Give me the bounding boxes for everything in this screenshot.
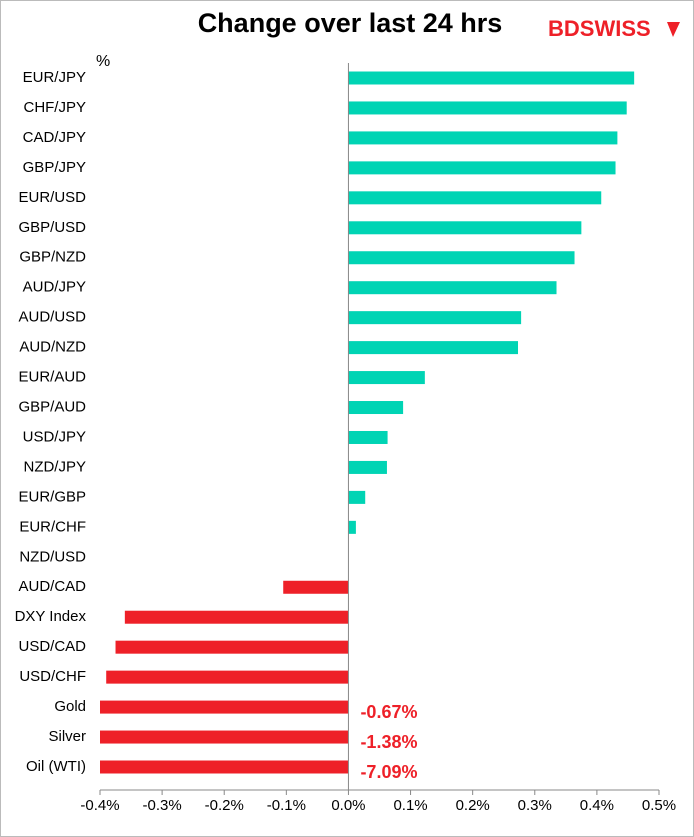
bar xyxy=(348,460,387,474)
y-tick-label: EUR/CHF xyxy=(19,518,86,535)
data-label: -0.67% xyxy=(360,702,417,722)
data-label: -1.38% xyxy=(360,732,417,752)
bar xyxy=(348,490,366,504)
data-label: -7.09% xyxy=(360,762,417,782)
y-tick-label: NZD/JPY xyxy=(23,458,86,475)
y-tick-label: Silver xyxy=(48,728,86,745)
bar xyxy=(100,730,349,744)
plot-area xyxy=(100,71,635,774)
y-tick-label: EUR/AUD xyxy=(18,369,86,386)
y-tick-label: CHF/JPY xyxy=(23,99,86,116)
y-tick-label: GBP/AUD xyxy=(18,398,86,415)
bar xyxy=(348,281,557,295)
y-tick-label: CAD/JPY xyxy=(23,129,86,146)
y-tick-label: Oil (WTI) xyxy=(26,758,86,775)
y-tick-label: USD/CAD xyxy=(18,638,86,655)
logo-icon xyxy=(667,22,680,37)
bar xyxy=(124,610,349,624)
bar xyxy=(348,401,404,415)
y-tick-label: GBP/NZD xyxy=(19,249,86,266)
x-tick-label: 0.5% xyxy=(642,797,676,814)
bar xyxy=(115,640,349,654)
bar xyxy=(348,371,425,385)
bar xyxy=(348,101,627,115)
x-tick-label: 0.4% xyxy=(580,797,614,814)
bar xyxy=(106,670,349,684)
y-tick-label: DXY Index xyxy=(15,608,87,625)
x-tick-label: -0.4% xyxy=(80,797,119,814)
x-tick-label: 0.1% xyxy=(393,797,427,814)
bar xyxy=(348,251,575,265)
y-tick-label: AUD/USD xyxy=(18,309,86,326)
bar xyxy=(348,191,602,205)
y-tick-label: GBP/JPY xyxy=(23,159,86,176)
y-tick-label: EUR/USD xyxy=(18,189,86,206)
bar xyxy=(283,580,349,594)
x-tick-label: 0.2% xyxy=(456,797,490,814)
x-tick-label: -0.2% xyxy=(205,797,244,814)
y-tick-label: NZD/USD xyxy=(19,548,86,565)
bar xyxy=(100,760,349,774)
bar xyxy=(348,131,618,145)
y-tick-label: EUR/JPY xyxy=(23,69,86,86)
y-tick-label: AUD/CAD xyxy=(18,578,86,595)
bar xyxy=(348,430,388,444)
y-tick-label: AUD/NZD xyxy=(19,339,86,356)
x-tick-label: -0.1% xyxy=(267,797,306,814)
y-tick-label: Gold xyxy=(54,698,86,715)
bar xyxy=(348,221,582,235)
y-tick-label: EUR/GBP xyxy=(18,488,86,505)
bar xyxy=(348,71,635,85)
y-tick-label: AUD/JPY xyxy=(23,279,86,296)
bar xyxy=(348,311,522,325)
x-tick-label: 0.3% xyxy=(518,797,552,814)
unit-label: % xyxy=(96,53,110,70)
bar xyxy=(348,520,356,534)
bar xyxy=(100,700,349,714)
y-tick-label: USD/JPY xyxy=(23,428,86,445)
chart-title: Change over last 24 hrs xyxy=(198,8,503,38)
x-tick-label: -0.3% xyxy=(143,797,182,814)
bar xyxy=(348,341,519,355)
y-tick-label: GBP/USD xyxy=(18,219,86,236)
bar xyxy=(348,161,616,175)
y-tick-label: USD/CHF xyxy=(19,668,86,685)
x-tick-label: 0.0% xyxy=(331,797,365,814)
logo: BDSWISS xyxy=(548,16,651,41)
